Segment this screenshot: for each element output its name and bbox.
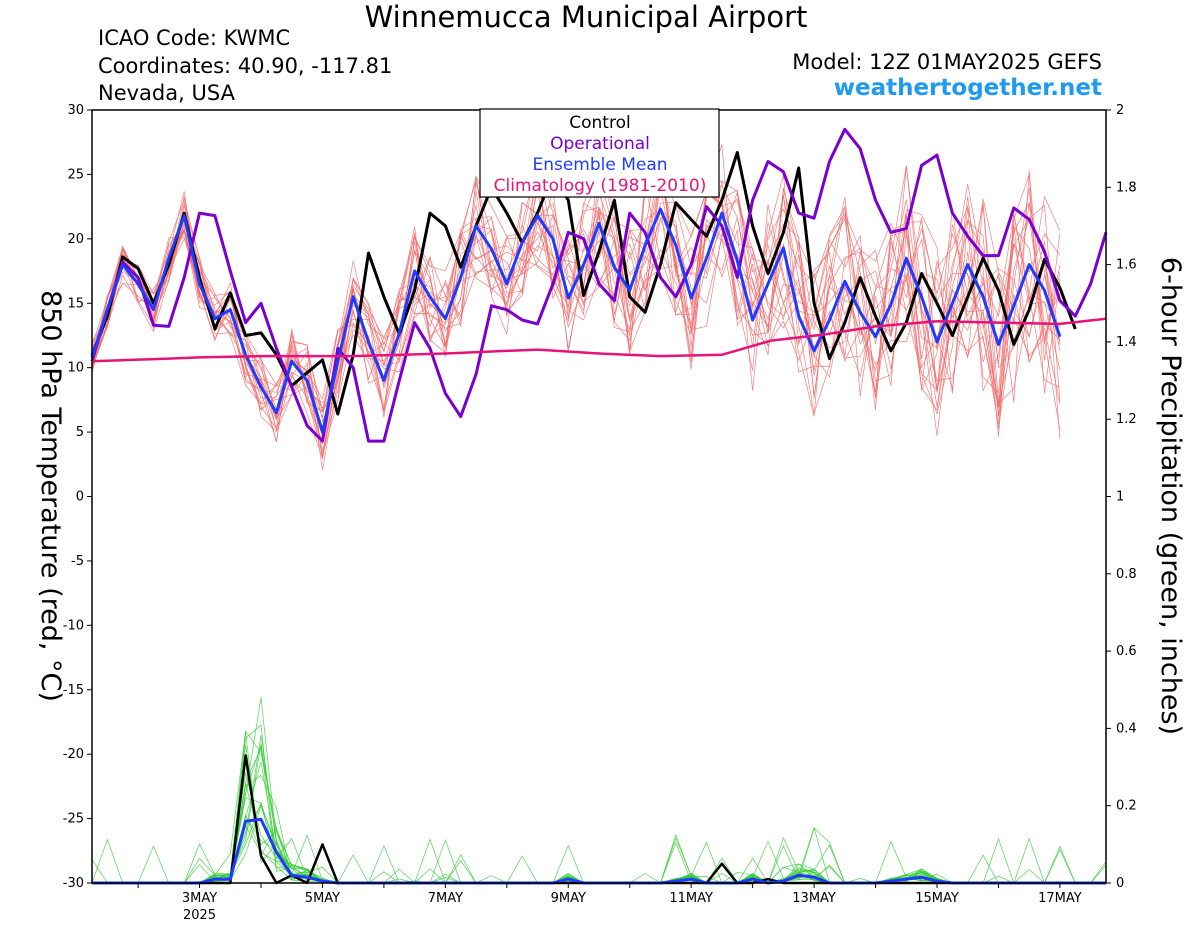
left-tick-label: -25 (63, 812, 84, 827)
left-tick-label: 25 (67, 167, 84, 182)
x-tick-label: 9MAY (551, 891, 586, 906)
control-line (90, 151, 1077, 416)
ensemble-member-temp-line (91, 165, 1061, 412)
left-tick-label: -10 (63, 618, 84, 633)
control-precip-line (92, 754, 1106, 885)
x-tick-label: 17MAY (1038, 891, 1082, 906)
legend-box (479, 108, 720, 198)
ensemble-member-temp-line (91, 144, 1061, 433)
right-tick-label: 1 (1116, 490, 1124, 505)
climatology-line (91, 317, 1107, 363)
x-tick-label: 13MAY (792, 891, 836, 906)
icao-code: ICAO Code: KWMC (98, 26, 291, 50)
right-tick-label: 1.8 (1116, 180, 1137, 195)
ensemble-member-temp-line (91, 160, 1061, 471)
x-tick-label: 5MAY (305, 891, 340, 906)
left-tick-label: 5 (76, 425, 84, 440)
right-axis-label: 6-hour Precipitation (green, inches) (1155, 257, 1186, 735)
x-tick-label: 7MAY (428, 891, 463, 906)
ensemble-mean-precip-line (92, 817, 1106, 885)
legend-control: Control (569, 113, 630, 133)
left-tick-label: 30 (67, 103, 84, 118)
legend-operational: Operational (550, 134, 650, 154)
legend-ensemble-mean: Ensemble Mean (532, 155, 667, 175)
x-tick-year: 2025 (183, 908, 216, 923)
left-tick-label: -30 (63, 876, 84, 891)
website-link[interactable]: weathertogether.net (833, 75, 1102, 101)
left-tick-label: 15 (67, 296, 84, 311)
coordinates: Coordinates: 40.90, -117.81 (98, 54, 393, 78)
left-tick-label: 20 (67, 232, 84, 247)
x-tick-label: 15MAY (915, 891, 959, 906)
right-tick-label: 0.2 (1116, 799, 1137, 814)
right-tick-label: 0 (1116, 876, 1124, 891)
left-axis-label: 850 hPa Temperature (red, °C) (35, 290, 66, 702)
x-tick-label: 3MAY (182, 891, 217, 906)
right-axis-ticks: 2 1.8 1.6 1.4 1.2 1 0.8 0.6 0.4 0.2 0 (1106, 103, 1137, 891)
right-tick-label: 1.4 (1116, 335, 1137, 350)
left-tick-label: -20 (63, 747, 84, 762)
model-run: Model: 12Z 01MAY2025 GEFS (792, 50, 1102, 74)
right-tick-label: 1.2 (1116, 412, 1137, 427)
right-tick-label: 1.6 (1116, 258, 1137, 273)
left-tick-label: -5 (71, 554, 84, 569)
ensemble-members-precipitation (91, 697, 1107, 884)
operational-line (90, 127, 1108, 443)
x-axis-ticks: 3MAY 2025 5MAY 7MAY 9MAY 11MAY 13MAY 15MAY 17MAY (137, 883, 1082, 923)
legend-climatology: Climatology (1981-2010) (494, 176, 707, 196)
left-tick-label: -15 (63, 683, 84, 698)
right-tick-label: 2 (1116, 103, 1124, 118)
left-axis-ticks: 30 25 20 15 10 5 0 -5 -10 -15 -20 -25 -30 (63, 103, 92, 891)
left-tick-label: 10 (67, 361, 84, 376)
ensemble-member-temp-line (91, 180, 1061, 412)
ensemble-member-precip-line (92, 783, 1106, 884)
right-tick-label: 0.4 (1116, 721, 1137, 736)
left-tick-label: 0 (76, 490, 84, 505)
ensemble-member-precip-line (92, 797, 1106, 884)
right-tick-label: 0.6 (1116, 644, 1137, 659)
location: Nevada, USA (98, 81, 235, 105)
x-tick-label: 11MAY (669, 891, 713, 906)
page-title: Winnemucca Municipal Airport (364, 0, 808, 34)
series-lines (90, 127, 1108, 885)
ensemble-mean-line (90, 207, 1062, 434)
ensemble-member-temp-line (91, 172, 1061, 411)
legend: Control Operational Ensemble Mean Climat… (479, 108, 720, 198)
right-tick-label: 0.8 (1116, 567, 1137, 582)
